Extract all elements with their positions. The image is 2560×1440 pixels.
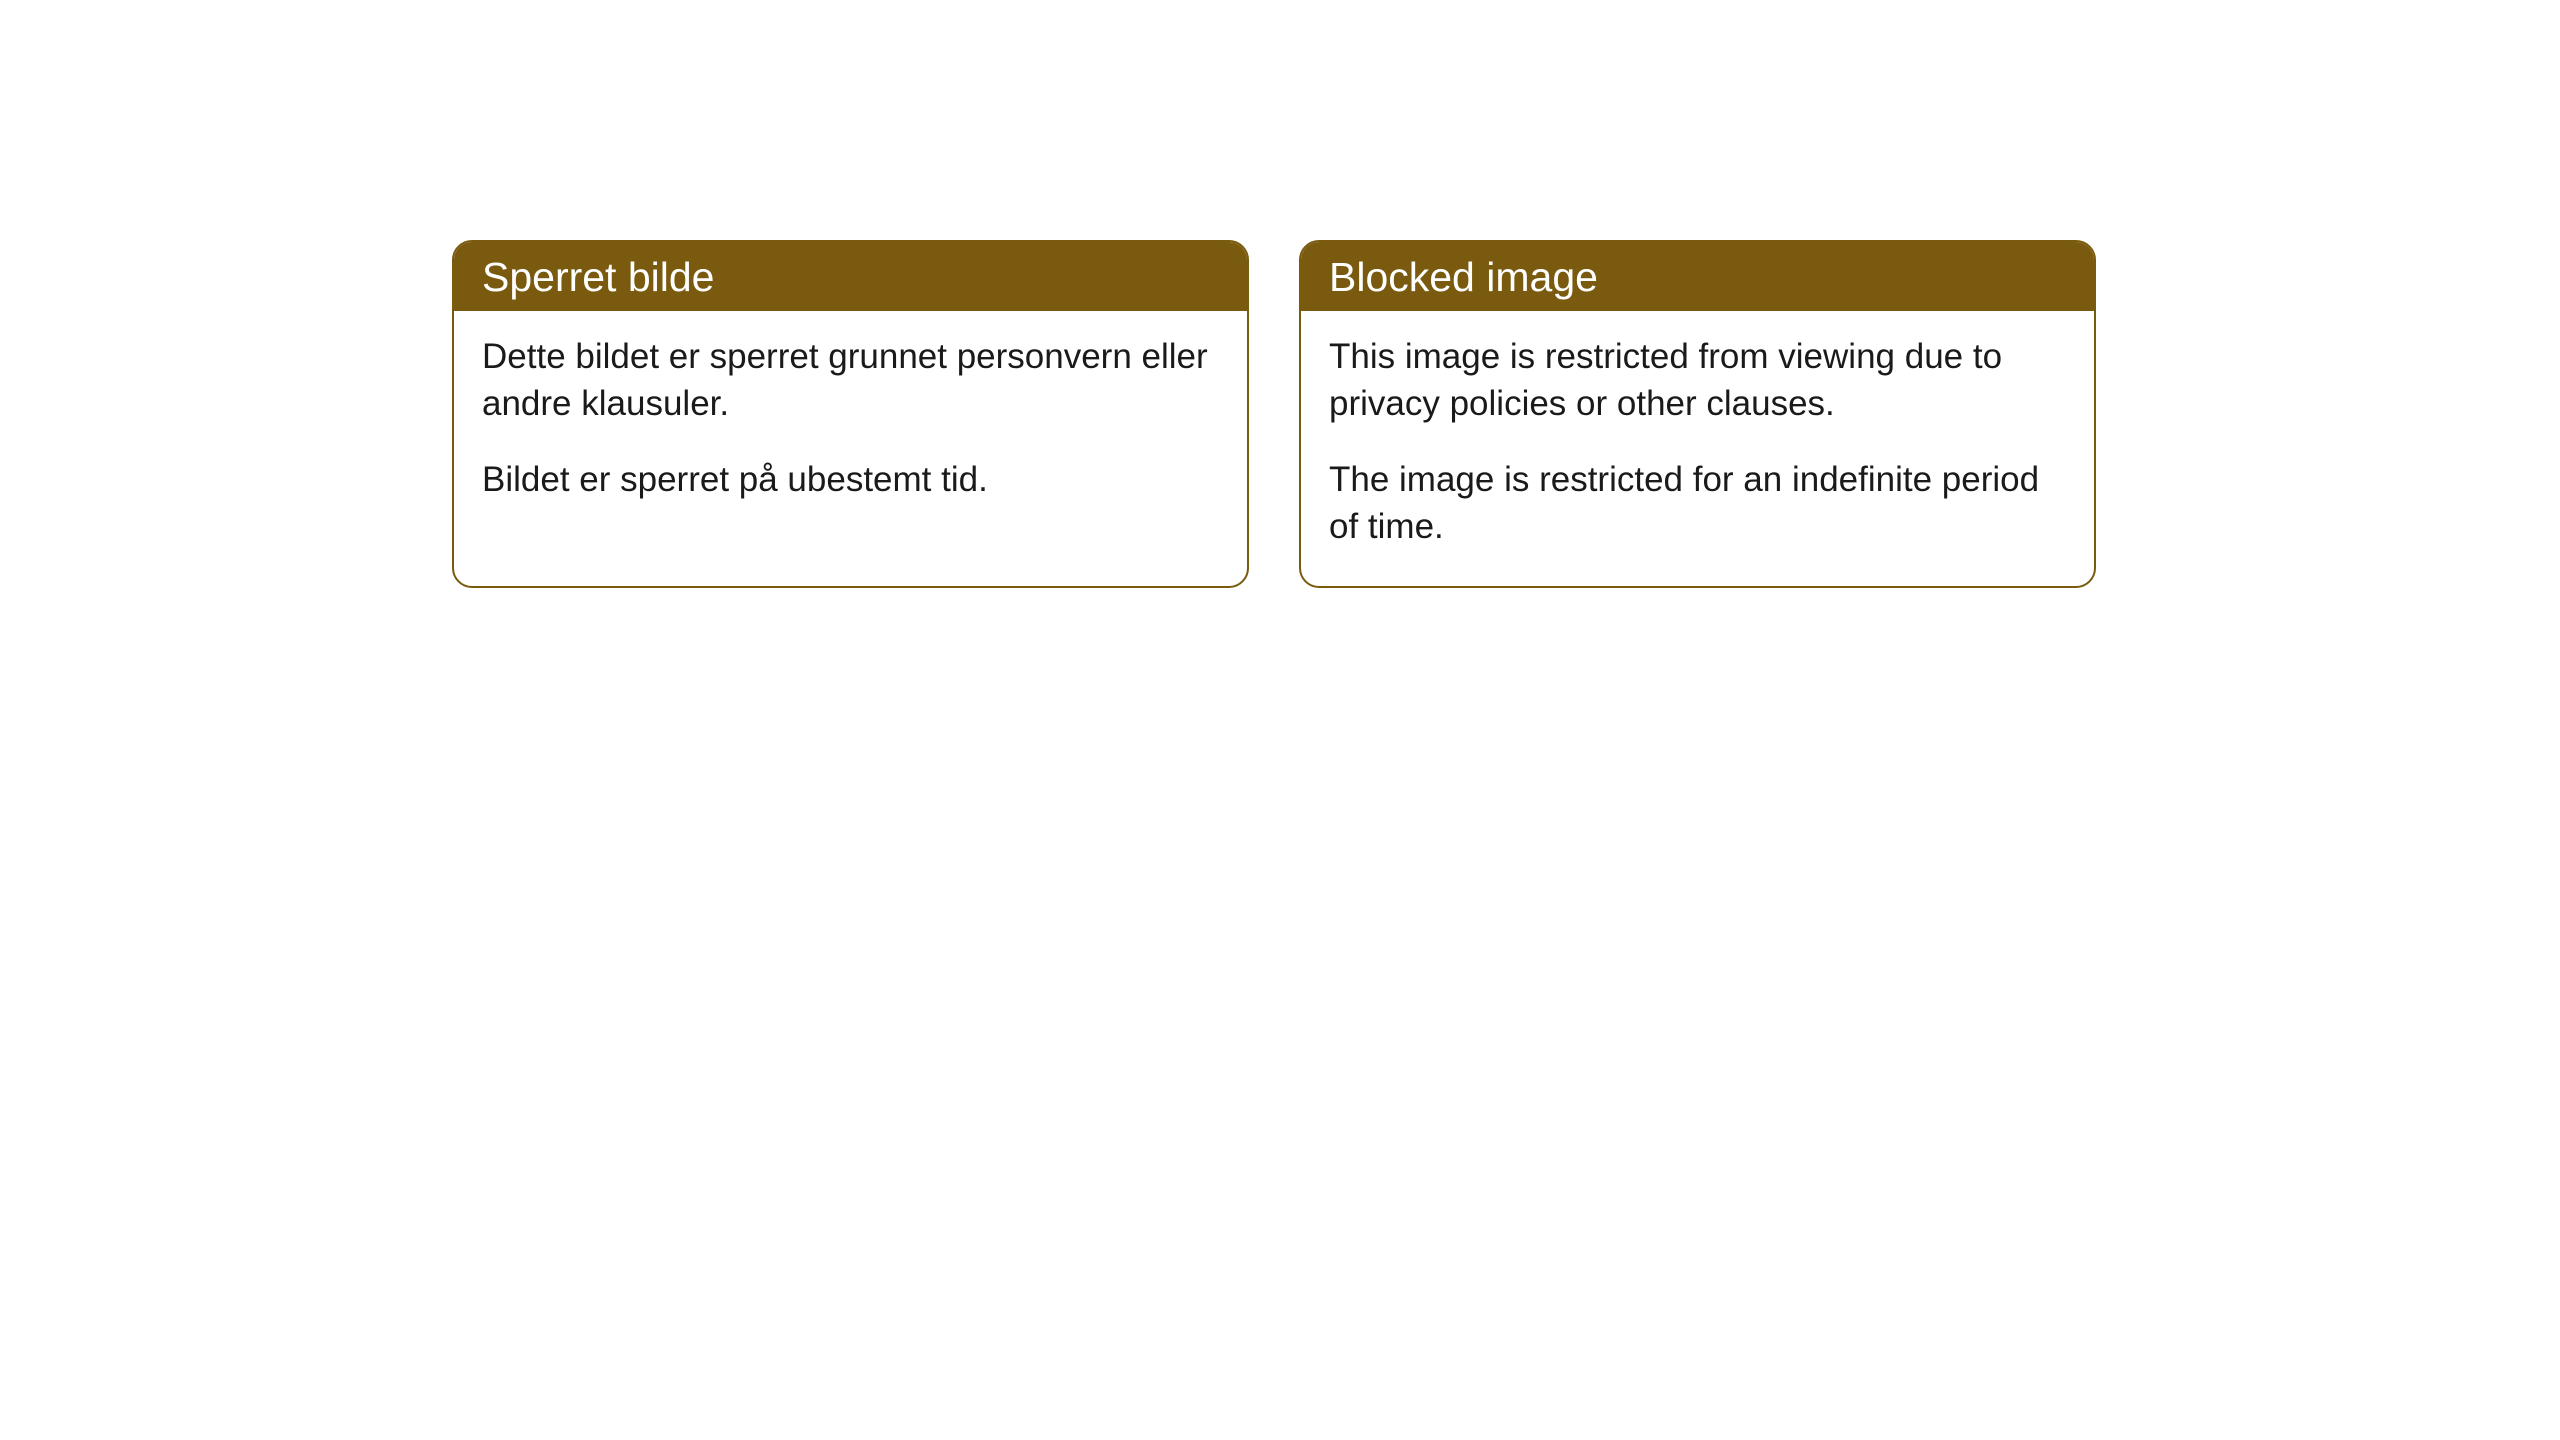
card-header-english: Blocked image bbox=[1301, 242, 2094, 311]
card-body-english: This image is restricted from viewing du… bbox=[1301, 311, 2094, 586]
card-paragraph-2: The image is restricted for an indefinit… bbox=[1329, 456, 2066, 551]
card-paragraph-1: This image is restricted from viewing du… bbox=[1329, 333, 2066, 428]
cards-container: Sperret bilde Dette bildet er sperret gr… bbox=[452, 240, 2096, 588]
card-body-norwegian: Dette bildet er sperret grunnet personve… bbox=[454, 311, 1247, 539]
card-paragraph-2: Bildet er sperret på ubestemt tid. bbox=[482, 456, 1219, 503]
card-header-norwegian: Sperret bilde bbox=[454, 242, 1247, 311]
card-paragraph-1: Dette bildet er sperret grunnet personve… bbox=[482, 333, 1219, 428]
card-english: Blocked image This image is restricted f… bbox=[1299, 240, 2096, 588]
card-norwegian: Sperret bilde Dette bildet er sperret gr… bbox=[452, 240, 1249, 588]
